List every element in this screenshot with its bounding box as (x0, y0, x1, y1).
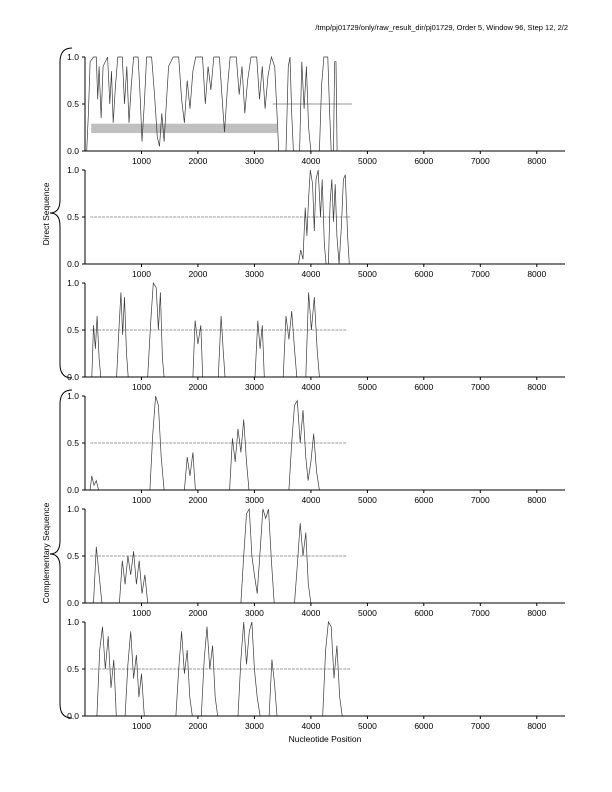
x-tick-label: 5000 (358, 495, 377, 505)
x-tick-label: 7000 (471, 382, 490, 392)
x-tick-label: 8000 (527, 382, 546, 392)
x-tick-label: 1000 (132, 269, 151, 279)
y-tick-label: 1.0 (67, 391, 79, 401)
x-tick-label: 1000 (132, 495, 151, 505)
x-tick-label: 1000 (132, 608, 151, 618)
complementary-sequence-label: Complementary Sequence (41, 502, 51, 604)
x-tick-label: 6000 (414, 721, 433, 731)
x-tick-label: 4000 (301, 269, 320, 279)
probability-curve (85, 507, 565, 604)
probability-curve (86, 55, 565, 152)
x-tick-label: 3000 (245, 721, 264, 731)
x-tick-label: 5000 (358, 156, 377, 166)
panel-direct-2: 0.0 0.5 1.0 1000 2000 3000 4000 5000 6000 7000 800… (67, 165, 565, 279)
x-tick-label: 8000 (527, 608, 546, 618)
x-tick-label: 2000 (188, 495, 207, 505)
x-tick-label: 2000 (188, 269, 207, 279)
x-axis-title: Nucleotide Position (288, 734, 362, 744)
x-tick-label: 6000 (414, 269, 433, 279)
x-tick-label: 4000 (301, 608, 320, 618)
panel-complementary-2: 0.0 0.5 1.0 1000 2000 3000 4000 5000 6000 7000 800… (67, 504, 565, 618)
x-tick-label: 7000 (471, 495, 490, 505)
x-tick-label: 1000 (132, 721, 151, 731)
y-tick-label: 0.0 (67, 711, 79, 721)
shaded-region (91, 123, 277, 134)
probability-curve (85, 395, 565, 491)
x-tick-label: 2000 (188, 382, 207, 392)
panel-complementary-1: 0.0 0.5 1.0 1000 2000 3000 4000 5000 6000 7000 800… (67, 391, 565, 505)
x-tick-label: 3000 (245, 608, 264, 618)
x-tick-label: 7000 (471, 721, 490, 731)
y-tick-label: 0.5 (67, 438, 79, 448)
y-tick-label: 0.0 (67, 146, 79, 156)
x-tick-label: 3000 (245, 269, 264, 279)
x-tick-label: 6000 (414, 608, 433, 618)
x-tick-label: 4000 (301, 721, 320, 731)
y-tick-label: 0.0 (67, 598, 79, 608)
y-tick-label: 1.0 (67, 278, 79, 288)
x-tick-label: 5000 (358, 269, 377, 279)
y-tick-label: 1.0 (67, 617, 79, 627)
panel-direct-3: 0.0 0.5 1.0 1000 2000 3000 4000 5000 6000 7000 800… (67, 278, 565, 392)
x-tick-label: 3000 (245, 495, 264, 505)
x-tick-label: 4000 (301, 495, 320, 505)
x-tick-label: 5000 (358, 382, 377, 392)
y-tick-label: 0.5 (67, 325, 79, 335)
direct-sequence-brace (49, 47, 73, 379)
y-tick-label: 0.0 (67, 259, 79, 269)
probability-curve (85, 169, 565, 265)
x-tick-label: 7000 (471, 608, 490, 618)
x-tick-label: 8000 (527, 495, 546, 505)
y-tick-label: 0.0 (67, 485, 79, 495)
probability-curve (85, 281, 565, 378)
x-tick-label: 2000 (188, 608, 207, 618)
y-tick-label: 0.0 (67, 372, 79, 382)
probability-curve (85, 620, 565, 717)
y-tick-label: 0.5 (67, 664, 79, 674)
x-tick-label: 2000 (188, 721, 207, 731)
complementary-sequence-brace (49, 389, 73, 719)
x-tick-label: 6000 (414, 495, 433, 505)
y-tick-label: 0.5 (67, 551, 79, 561)
x-tick-label: 8000 (527, 721, 546, 731)
y-tick-label: 0.5 (67, 99, 79, 109)
x-tick-label: 1000 (132, 382, 151, 392)
panel-complementary-3: 0.0 0.5 1.0 1000 2000 3000 4000 5000 6000 7000 800… (67, 617, 565, 731)
figure-title: /tmp/pj01729/only/raw_result_dir/pj01729… (315, 23, 568, 32)
x-tick-label: 7000 (471, 156, 490, 166)
panel-direct-1: 0.0 0.5 1.0 1000 2000 3000 4000 5000 6000 7000 800… (67, 52, 565, 166)
x-tick-label: 6000 (414, 382, 433, 392)
x-tick-label: 4000 (301, 382, 320, 392)
x-tick-label: 5000 (358, 608, 377, 618)
x-tick-label: 6000 (414, 156, 433, 166)
x-tick-label: 2000 (188, 156, 207, 166)
x-tick-label: 8000 (527, 156, 546, 166)
y-tick-label: 0.5 (67, 212, 79, 222)
y-tick-label: 1.0 (67, 52, 79, 62)
direct-sequence-label: Direct Sequence (41, 182, 51, 246)
x-tick-label: 4000 (301, 156, 320, 166)
x-tick-label: 3000 (245, 382, 264, 392)
x-tick-label: 3000 (245, 156, 264, 166)
y-tick-label: 1.0 (67, 165, 79, 175)
x-tick-label: 8000 (527, 269, 546, 279)
x-tick-label: 7000 (471, 269, 490, 279)
y-tick-label: 1.0 (67, 504, 79, 514)
x-tick-label: 5000 (358, 721, 377, 731)
x-tick-label: 1000 (132, 156, 151, 166)
